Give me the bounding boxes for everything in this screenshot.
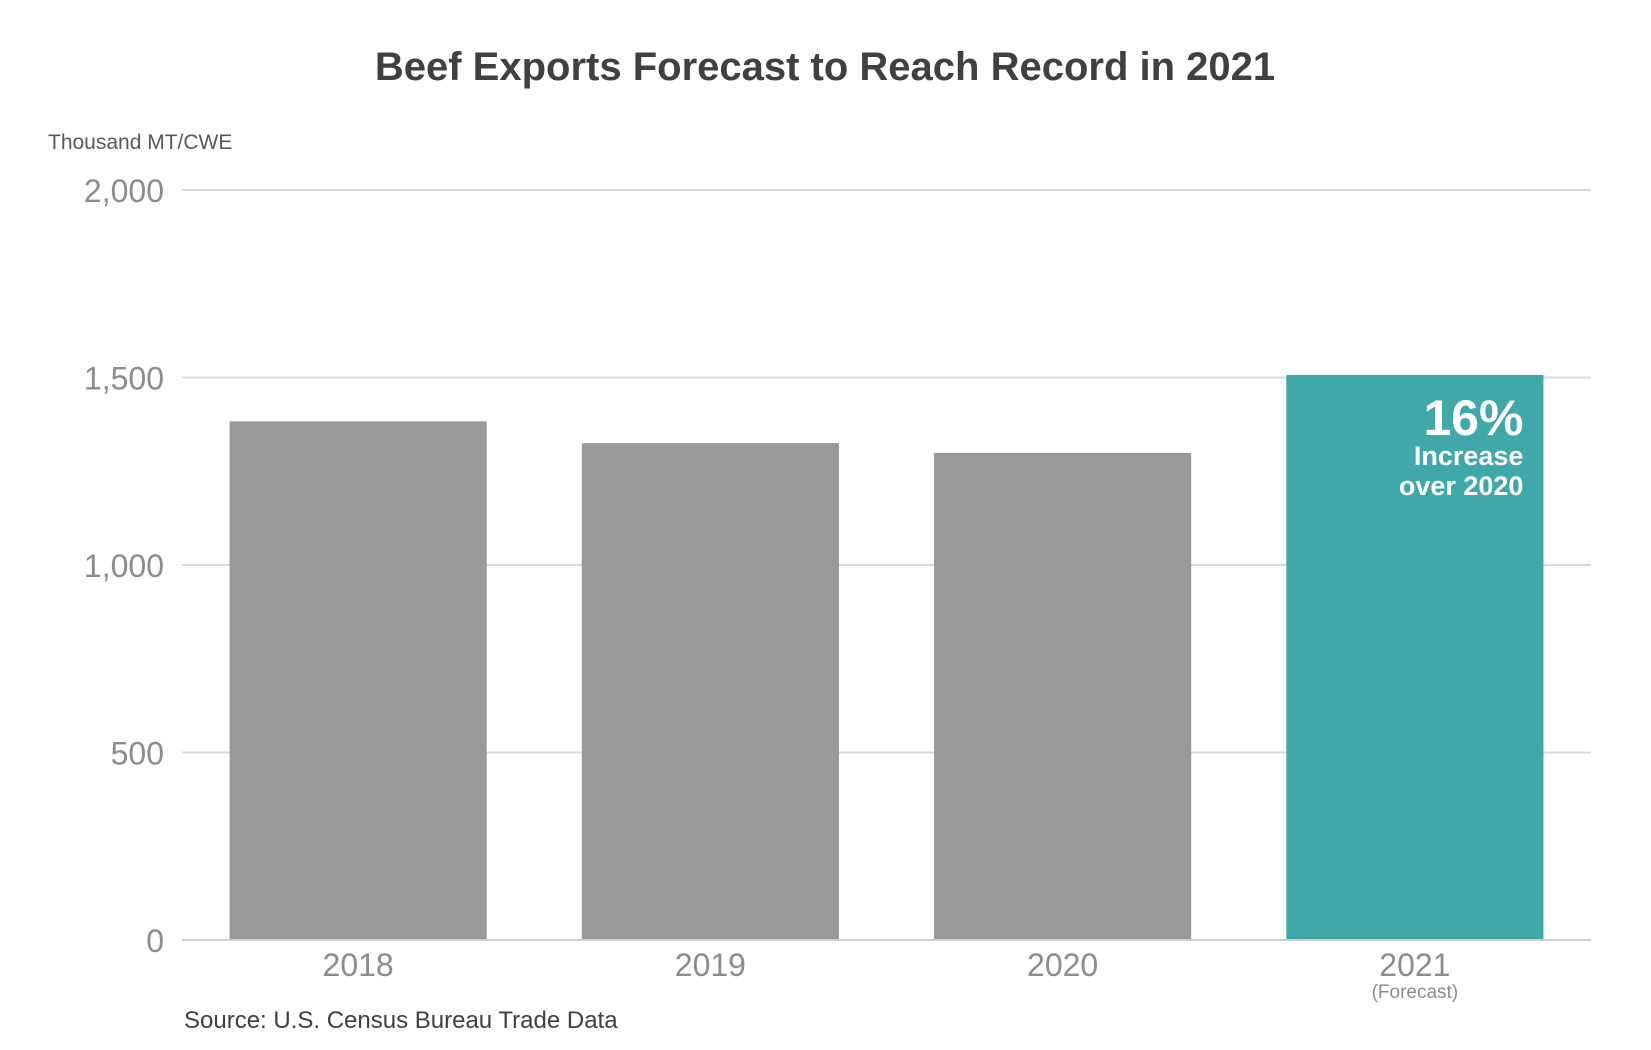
source-note: Source: U.S. Census Bureau Trade Data [184,1007,618,1034]
bar-2021 [1286,374,1544,940]
bar-2019 [581,443,839,940]
increase-annotation: 16% Increase over 2020 [1399,390,1524,501]
y-axis-label: Thousand MT/CWE [48,131,232,154]
y-tick-label: 500 [111,736,164,772]
x-tick-label: 2020 [1027,947,1098,983]
chart-title: Beef Exports Forecast to Reach Record in… [375,45,1275,89]
x-tick-label: 2021 [1379,947,1450,983]
x-tick-label: 2018 [323,947,394,983]
x-axis-ticks: 2018 2019 2020 2021(Forecast) [323,947,1459,1003]
annotation-line-1: Increase [1414,441,1524,471]
x-tick-sublabel: (Forecast) [1372,982,1459,1003]
annotation-line-2: over 2020 [1399,471,1524,501]
x-tick-label: 2019 [675,947,746,983]
y-axis-ticks: 0 500 1,000 1,500 2,000 [84,173,164,959]
y-tick-label: 1,000 [84,548,164,584]
y-tick-label: 0 [146,923,164,959]
bars [229,374,1544,940]
y-tick-label: 2,000 [84,173,164,209]
bar-2020 [934,452,1192,940]
bar-2018 [229,421,487,940]
y-tick-label: 1,500 [84,361,164,397]
annotation-percent: 16% [1423,390,1523,446]
